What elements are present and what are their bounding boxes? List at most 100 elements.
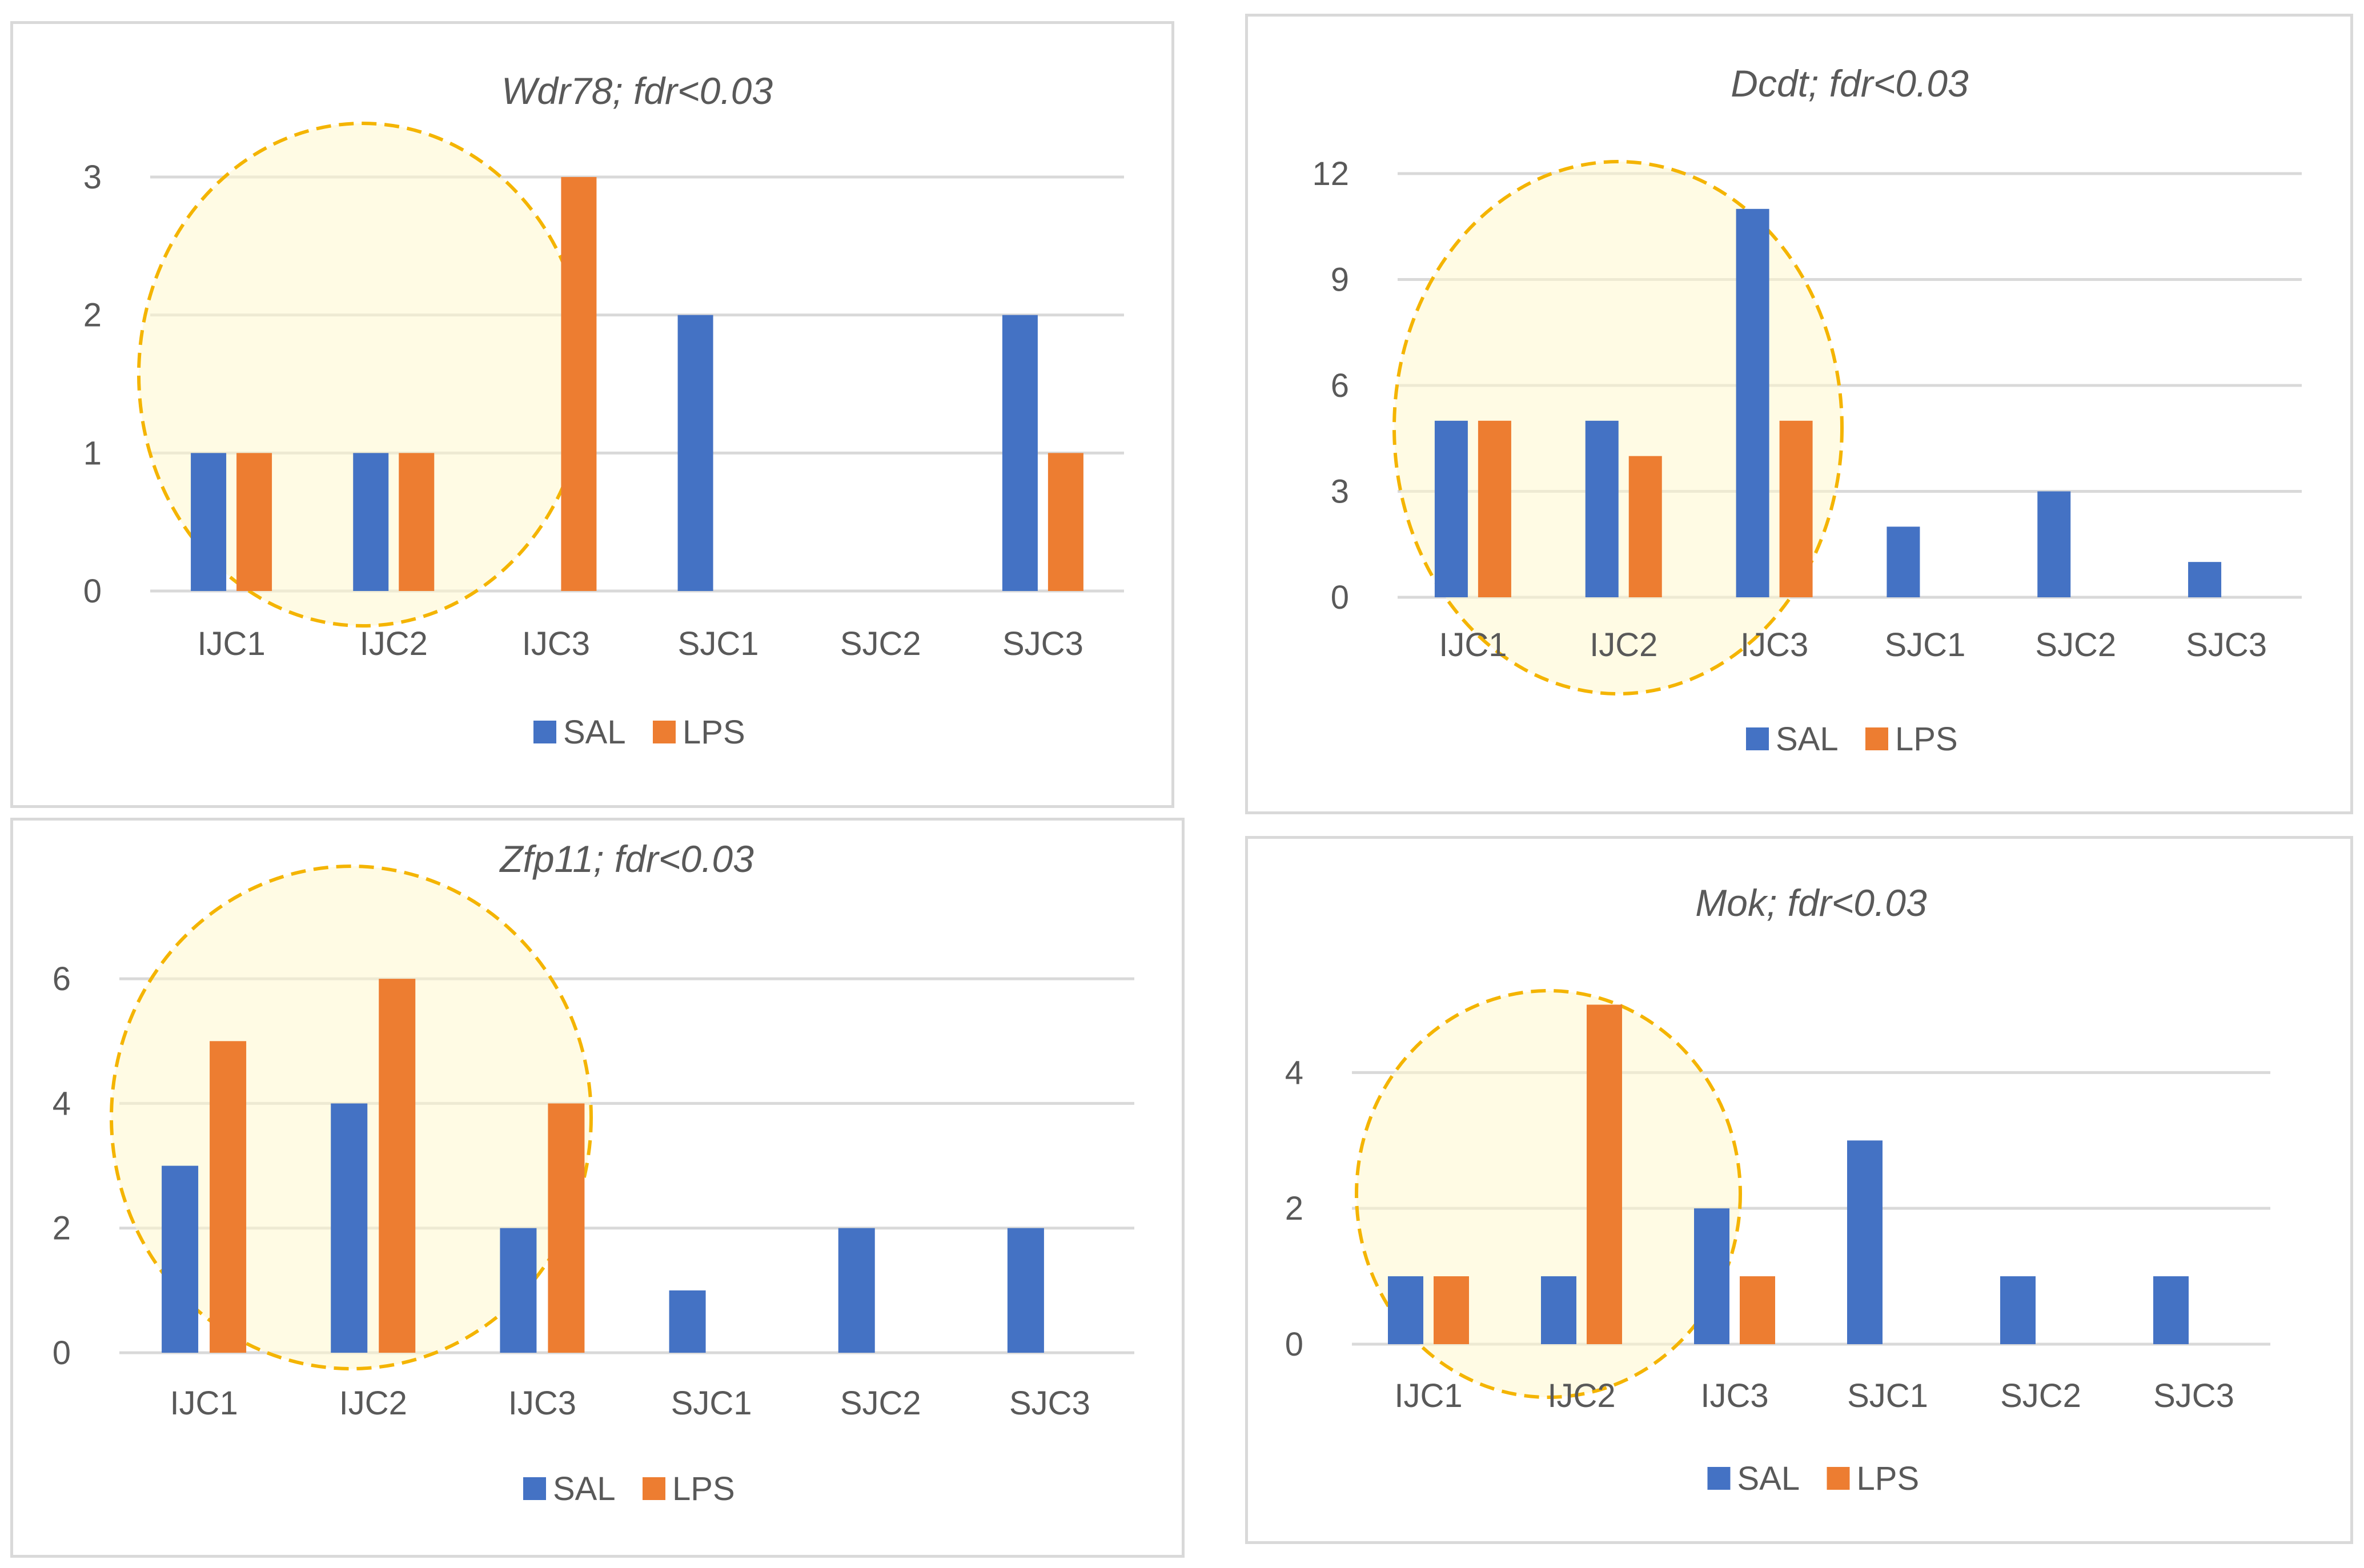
x-tick-label: SJC3 <box>2153 1377 2234 1414</box>
bar-sal-sjc3 <box>2188 562 2222 597</box>
legend-label-lps: LPS <box>1895 721 1958 758</box>
legend-swatch-lps <box>1865 727 1888 750</box>
y-tick-label: 2 <box>1285 1190 1303 1227</box>
legend-swatch-sal <box>1707 1467 1731 1490</box>
chart-svg-dcdt: Dcdt; fdr<0.03 0 3 6 9 12 IJC1 IJC2 IJC3 SJC1 SJC2… <box>1312 62 2302 758</box>
x-tick-label: SJC2 <box>840 625 921 662</box>
chart-panel-mok: Mok; fdr<0.03 0 2 4 IJC1 IJC2 IJC3 SJC1 SJC2 SJC3… <box>1245 836 2353 1544</box>
x-tick-label: SJC1 <box>671 1385 752 1422</box>
x-tick-label: SJC2 <box>840 1385 921 1422</box>
bar-sal-sjc1 <box>1887 526 1920 597</box>
chart-panel-wdr78: Wdr78; fdr<0.03 0 1 2 3 IJC1 IJC2 IJC3 SJC1 SJC2 S… <box>10 21 1174 808</box>
bar-sal-ijc1 <box>191 453 227 591</box>
y-tick-label: 0 <box>83 573 102 610</box>
y-tick-label: 0 <box>53 1334 71 1372</box>
x-tick-label: IJC3 <box>508 1385 576 1422</box>
bar-sal-sjc3 <box>2153 1276 2189 1344</box>
y-tick-label: 2 <box>83 297 102 334</box>
bar-lps-ijc1 <box>1478 420 1511 597</box>
x-tick-label: SJC3 <box>1002 625 1083 662</box>
bar-sal-ijc1 <box>1434 420 1468 597</box>
x-tick-label: IJC3 <box>522 625 590 662</box>
bar-sal-sjc2 <box>838 1228 875 1353</box>
x-tick-label: SJC3 <box>1009 1385 1090 1422</box>
bar-lps-ijc1 <box>1434 1276 1469 1344</box>
y-tick-label: 0 <box>1285 1326 1303 1363</box>
bar-sal-ijc3 <box>500 1228 537 1353</box>
chart-panel-dcdt: Dcdt; fdr<0.03 0 3 6 9 12 IJC1 IJC2 IJC3 SJC1 SJC2… <box>1245 14 2353 814</box>
bar-lps-sjc3 <box>1047 453 1083 591</box>
x-tick-label: IJC3 <box>1700 1377 1768 1414</box>
y-tick-label: 12 <box>1312 155 1349 192</box>
bar-sal-ijc2 <box>1541 1276 1576 1344</box>
x-tick-label: IJC2 <box>1590 626 1657 664</box>
bar-lps-ijc2 <box>1628 456 1662 597</box>
bar-sal-sjc2 <box>2000 1276 2036 1344</box>
legend-swatch-lps <box>643 1477 665 1500</box>
bar-sal-ijc2 <box>331 1103 368 1353</box>
legend-swatch-sal <box>533 721 556 743</box>
chart-panel-zfp11: Zfp11; fdr<0.03 0 2 4 6 IJC1 IJC2 IJC3 SJC1 SJC2 S… <box>10 818 1185 1558</box>
x-tick-label: IJC2 <box>339 1385 407 1422</box>
legend-label-sal: SAL <box>1737 1460 1800 1497</box>
x-tick-label: IJC3 <box>1740 626 1808 664</box>
x-tick-label: SJC1 <box>1847 1377 1928 1414</box>
x-tick-label: SJC1 <box>1885 626 1966 664</box>
bar-lps-ijc1 <box>236 453 272 591</box>
bar-sal-sjc3 <box>1007 1228 1044 1353</box>
y-tick-label: 3 <box>1331 473 1349 510</box>
bar-sal-ijc1 <box>1388 1276 1423 1344</box>
bar-lps-ijc3 <box>548 1103 585 1353</box>
bar-sal-sjc1 <box>677 315 713 591</box>
legend-label-sal: SAL <box>553 1470 616 1507</box>
bar-sal-ijc3 <box>1694 1208 1729 1344</box>
y-tick-label: 2 <box>53 1210 71 1247</box>
x-tick-label: SJC1 <box>678 625 759 662</box>
y-tick-label: 1 <box>83 435 102 472</box>
bar-lps-ijc2 <box>379 979 416 1353</box>
chart-svg-mok: Mok; fdr<0.03 0 2 4 IJC1 IJC2 IJC3 SJC1 SJC2 SJC3… <box>1285 882 2270 1497</box>
bar-lps-ijc3 <box>1779 420 1813 597</box>
chart-svg-zfp11: Zfp11; fdr<0.03 0 2 4 6 IJC1 IJC2 IJC3 SJC1 SJC2 S… <box>53 838 1134 1507</box>
legend-label-sal: SAL <box>1776 721 1839 758</box>
y-tick-label: 4 <box>53 1085 71 1122</box>
bar-lps-ijc1 <box>210 1041 247 1353</box>
bar-sal-ijc2 <box>1585 420 1619 597</box>
y-tick-label: 6 <box>1331 367 1349 404</box>
legend-swatch-sal <box>1746 727 1769 750</box>
chart-svg-wdr78: Wdr78; fdr<0.03 0 1 2 3 IJC1 IJC2 IJC3 SJC1 SJC2 S… <box>83 70 1124 751</box>
chart-title: Dcdt; fdr<0.03 <box>1731 62 1969 104</box>
bar-lps-ijc3 <box>1740 1276 1775 1344</box>
legend-swatch-sal <box>523 1477 546 1500</box>
bar-sal-ijc1 <box>162 1165 199 1353</box>
y-tick-label: 9 <box>1331 262 1349 299</box>
x-tick-label: IJC1 <box>170 1385 238 1422</box>
chart-title: Wdr78; fdr<0.03 <box>501 70 773 112</box>
y-tick-label: 6 <box>53 960 71 998</box>
bar-lps-ijc2 <box>399 453 435 591</box>
legend-swatch-lps <box>653 721 676 743</box>
legend-label-lps: LPS <box>1857 1460 1920 1497</box>
legend-label-lps: LPS <box>672 1470 735 1507</box>
y-tick-label: 0 <box>1331 579 1349 616</box>
x-tick-label: IJC2 <box>360 625 428 662</box>
bar-sal-ijc3 <box>1736 208 1769 597</box>
y-tick-label: 4 <box>1285 1054 1303 1091</box>
x-tick-label: IJC2 <box>1547 1377 1615 1414</box>
legend-label-sal: SAL <box>563 714 626 751</box>
chart-title: Mok; fdr<0.03 <box>1695 882 1927 924</box>
bar-lps-ijc2 <box>1587 1004 1622 1344</box>
legend-swatch-lps <box>1827 1467 1850 1490</box>
bar-sal-sjc1 <box>669 1290 706 1353</box>
bar-lps-ijc3 <box>561 177 597 591</box>
legend-label-lps: LPS <box>683 714 745 751</box>
bar-sal-sjc3 <box>1002 315 1038 591</box>
x-tick-label: SJC3 <box>2186 626 2267 664</box>
chart-title: Zfp11; fdr<0.03 <box>499 838 754 880</box>
bar-sal-ijc2 <box>353 453 389 591</box>
x-tick-label: IJC1 <box>197 625 265 662</box>
x-tick-label: IJC1 <box>1394 1377 1462 1414</box>
bar-sal-sjc1 <box>1847 1140 1883 1344</box>
y-tick-label: 3 <box>83 159 102 196</box>
x-tick-label: IJC1 <box>1439 626 1507 664</box>
